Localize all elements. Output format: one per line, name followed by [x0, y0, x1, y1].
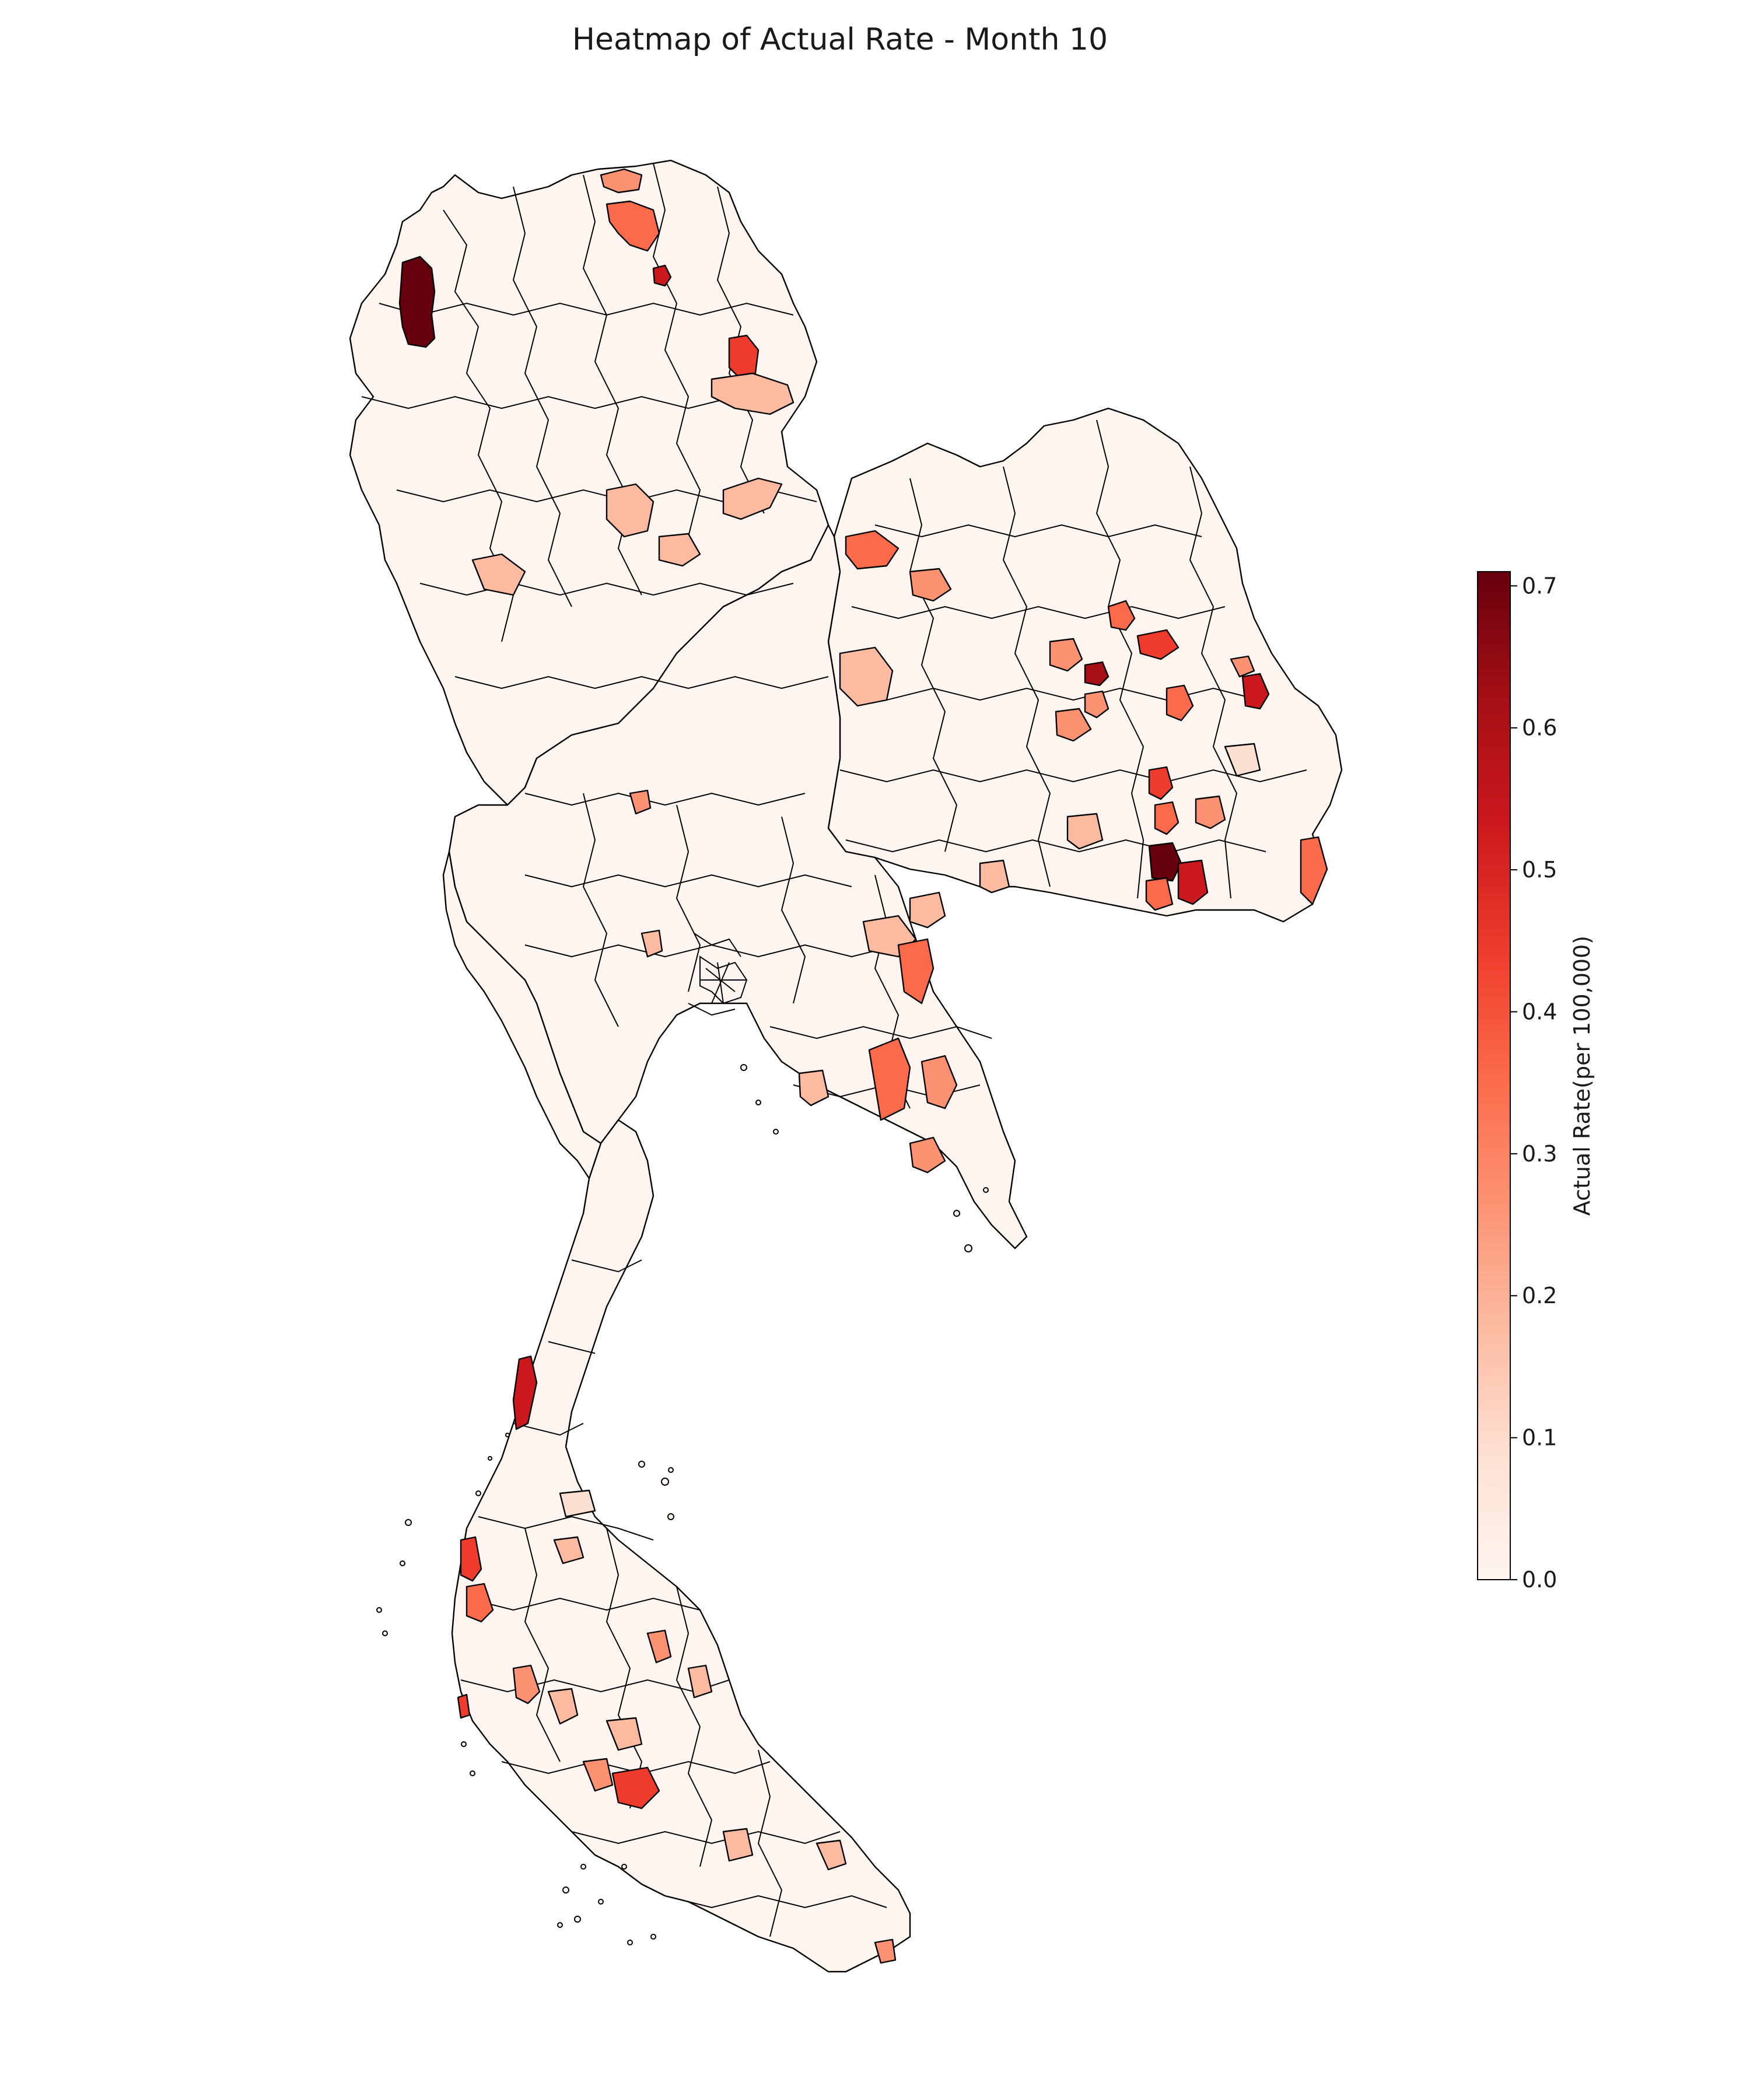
colorbar-tick-label: 0.5 [1522, 857, 1557, 883]
district-east-3 [909, 891, 946, 929]
district-ne-east-2 [1230, 655, 1255, 678]
district-ne-c4 [1166, 684, 1194, 722]
district-south-gulf-1 [512, 1664, 541, 1704]
district-south-andaman [512, 1355, 538, 1430]
district-ne-east [1241, 673, 1270, 710]
district-south-gulf-2 [547, 1688, 579, 1725]
district-south-c4 [687, 1664, 713, 1699]
district-ne-c3 [1049, 638, 1083, 672]
district-north-c3 [658, 533, 701, 567]
district-ne-pale-1 [1066, 813, 1104, 850]
district-east-4 [868, 1037, 911, 1121]
region-west [442, 850, 602, 1180]
district-ne-s3 [1195, 795, 1226, 830]
district-south-phuket-1 [460, 1536, 482, 1582]
district-south-c8 [553, 1536, 584, 1564]
district-south-c6 [816, 1839, 847, 1871]
district-ne-south-red [1177, 859, 1209, 905]
district-south-c7 [874, 1938, 897, 1964]
district-ne-pale-3 [1224, 743, 1261, 777]
district-east-7 [798, 1069, 830, 1107]
district-north-east-spot [728, 334, 760, 380]
district-ne-central-dark [1084, 661, 1110, 687]
district-ne-south-dark [1148, 842, 1182, 882]
district-south-phuket-2 [466, 1583, 494, 1623]
district-ne-big [839, 646, 894, 707]
colorbar-tick-label: 0.7 [1522, 573, 1557, 598]
district-south-c9 [559, 1489, 596, 1518]
district-ne-c2 [1136, 629, 1180, 660]
district-ne-pale-2 [979, 859, 1010, 894]
district-south-c5 [722, 1828, 754, 1862]
district-central-pale-2 [640, 929, 663, 958]
district-central-pale [629, 789, 652, 815]
district-south-red [611, 1766, 660, 1810]
district-ne-c5 [1055, 708, 1092, 742]
colorbar-tick-label: 0.3 [1522, 1141, 1557, 1167]
district-south-c1 [582, 1758, 614, 1792]
district-north-tip [600, 168, 643, 194]
region-north [349, 159, 830, 806]
country-base [349, 159, 1343, 1973]
page-title: Heatmap of Actual Rate - Month 10 [572, 22, 1108, 57]
district-north-west-band [471, 553, 526, 596]
colorbar-tick-label: 0.0 [1522, 1567, 1557, 1592]
district-north-mid-2 [722, 477, 783, 520]
district-ne-far-east [1300, 836, 1328, 905]
district-south-c2 [606, 1717, 643, 1751]
district-ne-s2 [1154, 801, 1180, 835]
highlighted-districts [398, 168, 1328, 1964]
colorbar-ticks: 0.0 0.1 0.2 0.3 0.4 0.5 0.6 0.7 [1510, 573, 1557, 1592]
colorbar-tick-label: 0.2 [1522, 1283, 1557, 1308]
district-east-2 [897, 938, 935, 1005]
colorbar-label: Actual Rate(per 100,000) [1569, 936, 1595, 1216]
colorbar-tick-label: 0.4 [1522, 999, 1557, 1024]
district-east-6 [909, 1136, 946, 1174]
colorbar: 0.0 0.1 0.2 0.3 0.4 0.5 0.6 0.7 Actual Rate(per… [1477, 571, 1595, 1592]
district-north-mid [606, 483, 654, 538]
islands [376, 1064, 989, 1945]
district-south-island [457, 1693, 471, 1719]
district-north-tip-2 [606, 200, 660, 252]
district-boundaries [361, 163, 1307, 1937]
colorbar-gradient [1477, 571, 1511, 1580]
bangkok-cluster [688, 933, 748, 1016]
district-north-band [710, 372, 794, 415]
district-south-c3 [646, 1629, 672, 1664]
district-ne-s1 [1148, 766, 1174, 800]
district-ne-c1 [1107, 600, 1136, 631]
colorbar-tick-label: 0.1 [1522, 1425, 1557, 1451]
district-ne-c6 [1084, 690, 1110, 719]
district-ne-south-3 [1145, 877, 1174, 911]
district-north-spot [652, 264, 672, 287]
district-ne-west [845, 530, 900, 570]
district-ne-west-2 [909, 568, 952, 602]
colorbar-tick-label: 0.6 [1522, 715, 1557, 741]
district-east-5 [921, 1055, 958, 1110]
district-far-northwest [398, 256, 436, 348]
